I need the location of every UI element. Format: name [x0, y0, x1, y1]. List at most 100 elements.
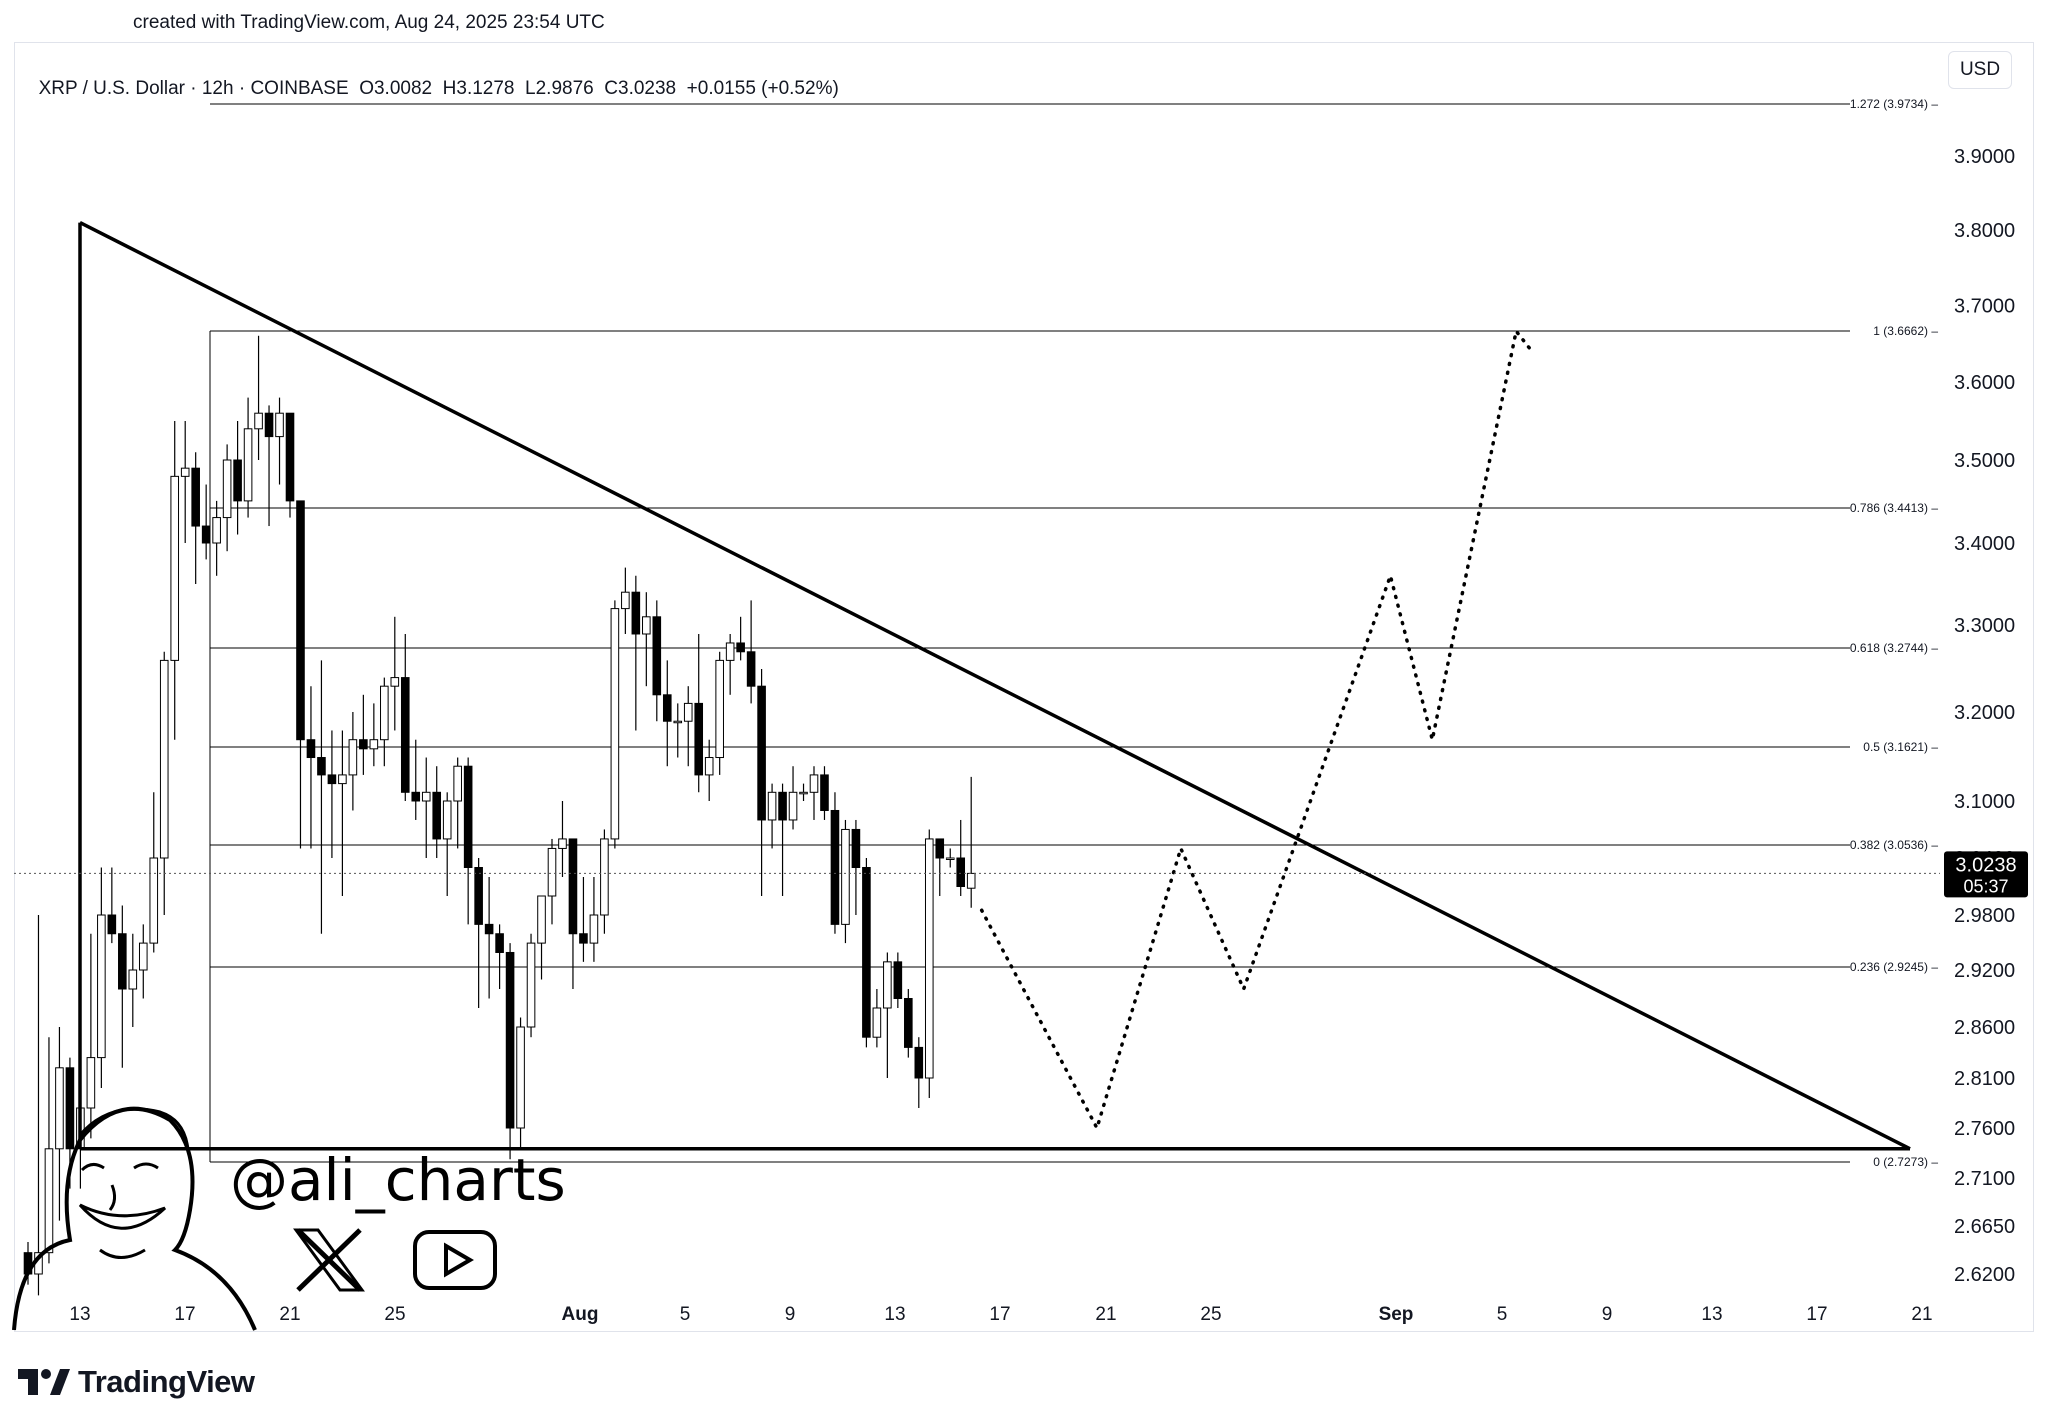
candle-body-up: [170, 475, 180, 661]
fib-retracement[interactable]: 1.272 (3.9734) – 1 (3.6662) – 0.786 (3.441…: [209, 97, 1938, 1169]
candle: [170, 421, 180, 740]
candle-body-up: [442, 800, 452, 840]
price-tick-label: 3.2000: [1954, 702, 2015, 724]
candle: [589, 877, 599, 962]
symbol-legend[interactable]: XRP / U.S. Dollar · 12h · COINBASE O3.00…: [28, 56, 839, 100]
candle-body-down: [914, 1046, 924, 1079]
candle: [704, 739, 714, 801]
price-tick-label: 2.7100: [1954, 1168, 2015, 1190]
candle-body-up: [715, 659, 724, 759]
time-tick-label: 13: [69, 1304, 90, 1325]
candle-body-down: [757, 685, 766, 821]
x-logo-icon[interactable]: [293, 1228, 365, 1292]
candle-body-up: [338, 774, 347, 785]
price-tick-label: 3.7000: [1954, 295, 2015, 317]
candle-body-up: [799, 791, 808, 795]
candle: [421, 757, 431, 858]
fib-level-label: 0.5 (3.1621) –: [1863, 740, 1938, 754]
candle: [778, 783, 787, 896]
candle-body-up: [673, 720, 683, 724]
candle-body-down: [736, 642, 745, 653]
candle: [495, 924, 504, 989]
candle: [484, 877, 494, 999]
candle-body-down: [264, 412, 274, 438]
candle-body-up: [128, 969, 138, 990]
candle-body-down: [474, 867, 483, 925]
candle: [118, 905, 127, 1068]
candle: [746, 600, 756, 704]
candle: [453, 757, 462, 849]
candle: [138, 924, 148, 999]
time-tick-label: 9: [1602, 1304, 1613, 1325]
candle: [652, 600, 662, 722]
candle-body-down: [327, 774, 337, 785]
candle-body-up: [453, 765, 462, 802]
candle: [201, 484, 211, 560]
candle-body-up: [966, 872, 976, 889]
candle: [757, 668, 766, 896]
candle: [191, 452, 200, 584]
candle-body-down: [851, 828, 861, 869]
candle: [463, 757, 473, 925]
candle: [285, 412, 295, 518]
time-tick-label: 25: [1200, 1304, 1221, 1325]
candle: [600, 829, 609, 934]
candle-body-up: [390, 677, 400, 687]
candle-body-down: [830, 809, 840, 925]
candle: [264, 405, 274, 527]
youtube-play-icon[interactable]: [413, 1230, 497, 1290]
candle-body-up: [610, 608, 620, 840]
candle-body-up: [642, 616, 651, 635]
candle: [610, 600, 620, 849]
candle-body-up: [180, 467, 190, 477]
candle: [956, 819, 966, 896]
candle: [212, 500, 221, 576]
candle: [306, 686, 316, 849]
candle-body-down: [935, 838, 945, 859]
time-axis[interactable]: 13 17 21 25 Aug 5 9 13 17 21 25 Sep 5 9 13 17 21: [69, 1304, 1932, 1325]
candle: [97, 867, 106, 1088]
fib-level-label: 1 (3.6662) –: [1873, 324, 1938, 338]
candle-body-up: [767, 791, 777, 821]
candle: [642, 592, 651, 687]
currency-button[interactable]: USD: [1948, 51, 2012, 89]
candle: [872, 989, 882, 1048]
candle-body-up: [704, 757, 714, 776]
price-axis[interactable]: 3.9000 3.8000 3.7000 3.6000 3.5000 3.4000 3.30…: [1944, 146, 2028, 1286]
candle: [254, 335, 263, 460]
candle-body-down: [904, 998, 913, 1048]
candle-body-up: [841, 828, 850, 925]
candle: [862, 858, 871, 1048]
candle: [44, 1037, 54, 1264]
projected-path: [979, 327, 1534, 1133]
candle: [432, 766, 442, 858]
candle: [86, 933, 96, 1139]
price-tick-label: 2.6650: [1954, 1216, 2015, 1238]
candle-body-down: [631, 591, 641, 635]
price-tick-label: 3.6000: [1954, 372, 2015, 394]
candle-body-up: [86, 1057, 96, 1109]
drawings[interactable]: [14, 221, 1940, 1151]
candle: [579, 877, 588, 962]
candle: [558, 801, 567, 877]
price-tick-label: 2.6200: [1954, 1264, 2015, 1286]
fib-level-label: 1.272 (3.9734) –: [1850, 97, 1938, 111]
candle: [128, 933, 138, 1027]
candle: [547, 838, 557, 925]
candle: [966, 776, 976, 908]
candle-body-down: [191, 467, 200, 527]
candle-body-up: [516, 1026, 525, 1129]
candle: [631, 575, 641, 731]
candle: [390, 616, 400, 731]
candle: [736, 616, 745, 661]
legend-symbol[interactable]: XRP / U.S. Dollar · 12h · COINBASE: [38, 78, 349, 99]
cartoon-avatar: [12, 1106, 257, 1331]
export-caption: created with TradingView.com, Aug 24, 20…: [133, 12, 605, 33]
candle: [180, 421, 190, 543]
candle: [945, 848, 955, 868]
tradingview-brand[interactable]: TradingView: [18, 1364, 255, 1400]
candle-body-up: [924, 838, 934, 1079]
candle-body-down: [893, 961, 903, 1000]
candle-body-up: [222, 459, 232, 519]
